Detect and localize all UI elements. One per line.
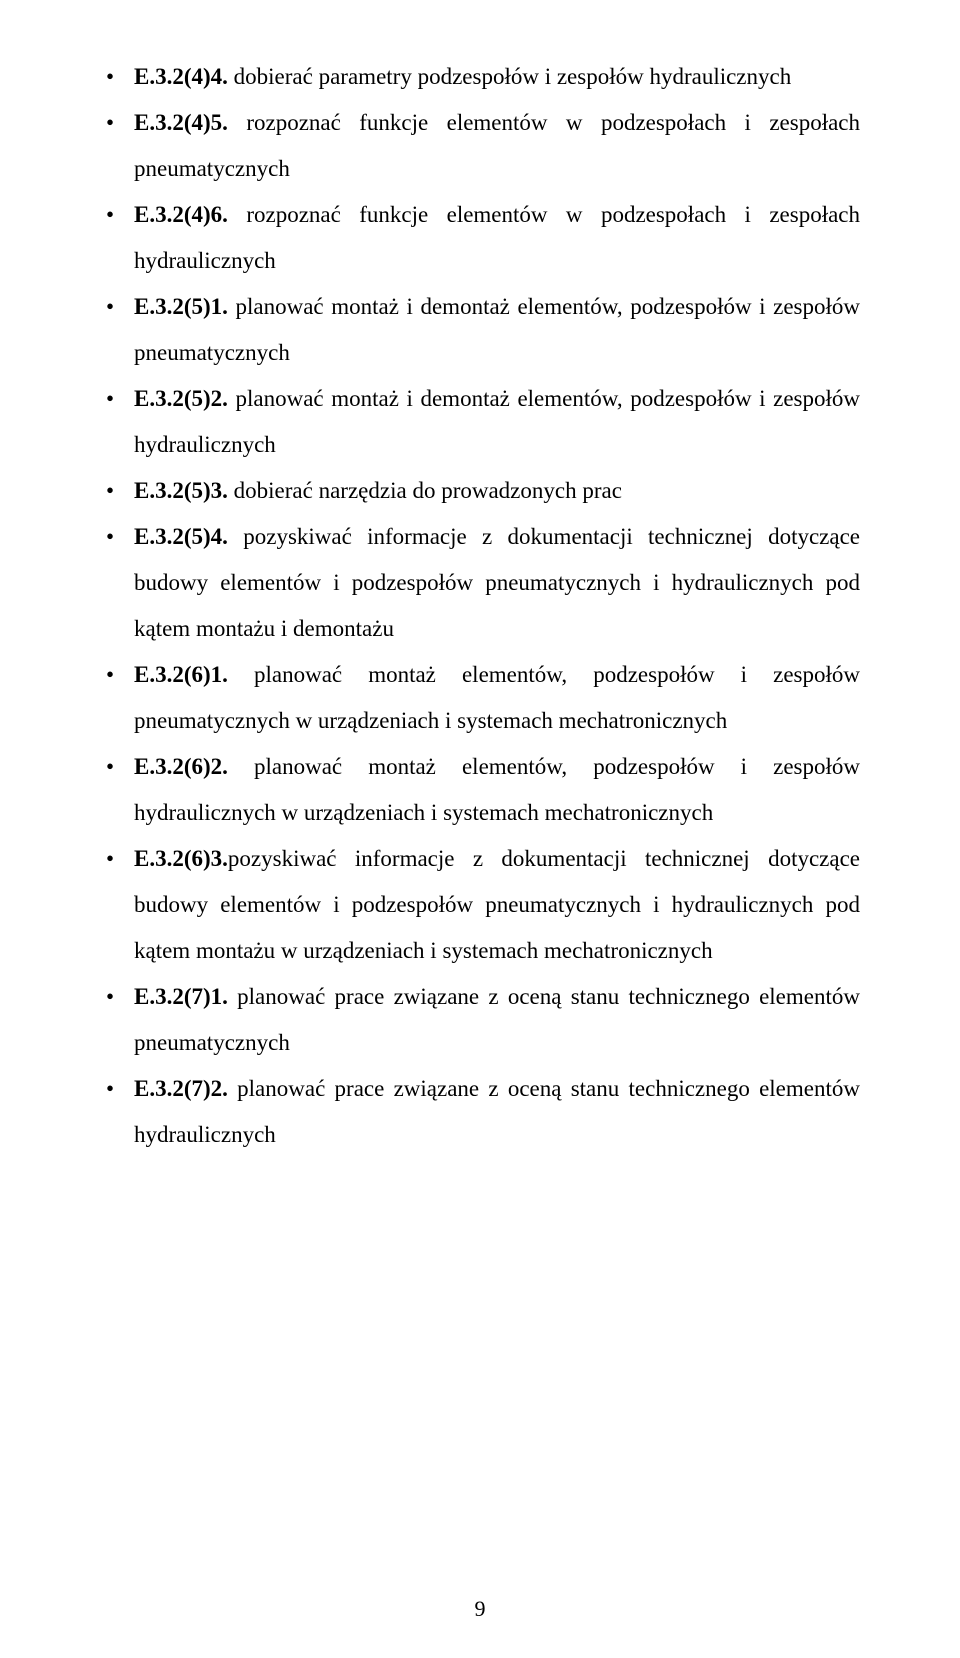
list-item: E.3.2(5)4. pozyskiwać informacje z dokum…: [100, 514, 860, 652]
list-item: E.3.2(4)6. rozpoznać funkcje elementów w…: [100, 192, 860, 284]
list-item: E.3.2(4)4. dobierać parametry podzespołó…: [100, 54, 860, 100]
item-code: E.3.2(5)4.: [134, 524, 228, 549]
list-item: E.3.2(6)2. planować montaż elementów, po…: [100, 744, 860, 836]
list-item: E.3.2(7)1. planować prace związane z oce…: [100, 974, 860, 1066]
document-page: E.3.2(4)4. dobierać parametry podzespołó…: [0, 0, 960, 1658]
item-text: pozyskiwać informacje z dokumentacji tec…: [134, 524, 860, 641]
item-text: dobierać narzędzia do prowadzonych prac: [228, 478, 622, 503]
list-item: E.3.2(7)2. planować prace związane z oce…: [100, 1066, 860, 1158]
item-code: E.3.2(4)5.: [134, 110, 228, 135]
item-code: E.3.2(6)3.: [134, 846, 228, 871]
item-text: planować montaż i demontaż elementów, po…: [134, 386, 860, 457]
item-code: E.3.2(4)6.: [134, 202, 228, 227]
item-code: E.3.2(7)1.: [134, 984, 228, 1009]
item-text: rozpoznać funkcje elementów w podzespoła…: [134, 202, 860, 273]
item-text: pozyskiwać informacje z dokumentacji tec…: [134, 846, 860, 963]
list-item: E.3.2(6)3.pozyskiwać informacje z dokume…: [100, 836, 860, 974]
item-text: planować prace związane z oceną stanu te…: [134, 1076, 860, 1147]
item-text: planować montaż elementów, podzespołów i…: [134, 754, 860, 825]
item-code: E.3.2(5)2.: [134, 386, 228, 411]
list-item: E.3.2(5)3. dobierać narzędzia do prowadz…: [100, 468, 860, 514]
page-number: 9: [0, 1596, 960, 1622]
item-text: dobierać parametry podzespołów i zespołó…: [228, 64, 791, 89]
list-item: E.3.2(5)1. planować montaż i demontaż el…: [100, 284, 860, 376]
bulleted-list: E.3.2(4)4. dobierać parametry podzespołó…: [100, 54, 860, 1158]
list-item: E.3.2(4)5. rozpoznać funkcje elementów w…: [100, 100, 860, 192]
item-text: planować montaż elementów, podzespołów i…: [134, 662, 860, 733]
item-code: E.3.2(4)4.: [134, 64, 228, 89]
list-item: E.3.2(5)2. planować montaż i demontaż el…: [100, 376, 860, 468]
item-text: planować montaż i demontaż elementów, po…: [134, 294, 860, 365]
item-code: E.3.2(6)2.: [134, 754, 228, 779]
item-code: E.3.2(5)1.: [134, 294, 228, 319]
item-code: E.3.2(6)1.: [134, 662, 228, 687]
item-text: planować prace związane z oceną stanu te…: [134, 984, 860, 1055]
item-code: E.3.2(7)2.: [134, 1076, 228, 1101]
item-text: rozpoznać funkcje elementów w podzespoła…: [134, 110, 860, 181]
list-item: E.3.2(6)1. planować montaż elementów, po…: [100, 652, 860, 744]
item-code: E.3.2(5)3.: [134, 478, 228, 503]
